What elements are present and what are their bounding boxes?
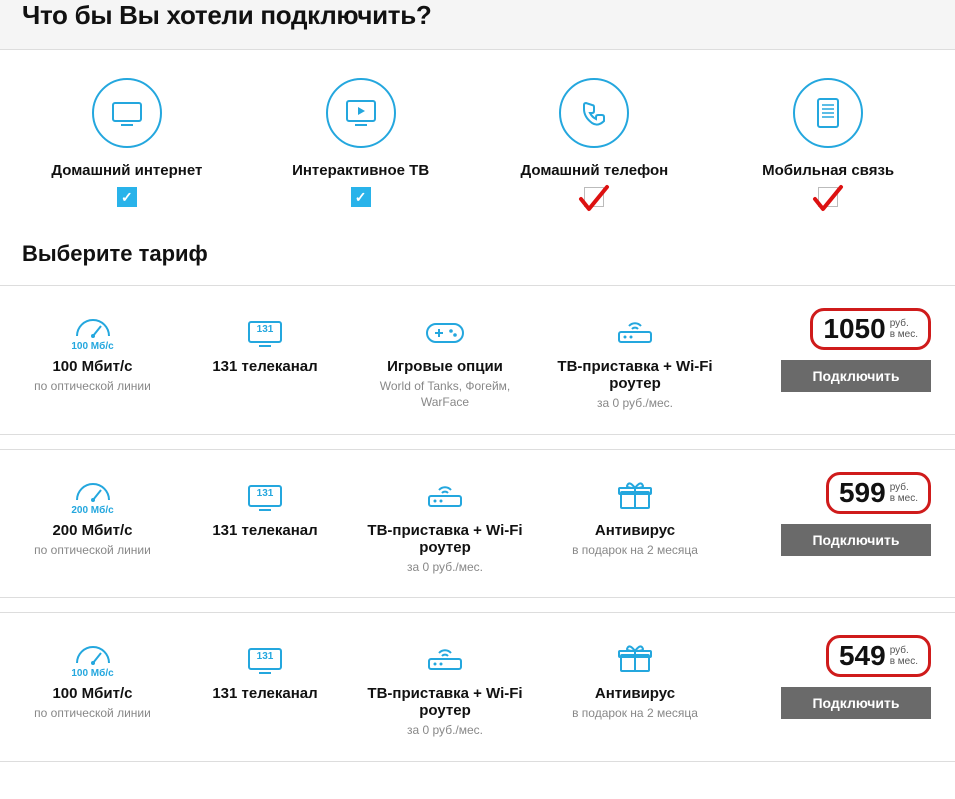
feature-speed: 100 Мб/с 100 Мбит/с по оптической линии [0, 635, 185, 739]
feature-gift: Антивирус в подарок на 2 месяца [545, 472, 725, 576]
service-phone[interactable]: Домашний телефон ✓ [489, 78, 699, 207]
feature-speed: 100 Мб/с 100 Мбит/с по оптической линии [0, 308, 185, 412]
speed-sub: по оптической линии [34, 379, 151, 395]
section-title: Выберите тариф [0, 219, 955, 285]
price-column: 549 руб.в мес. Подключить [775, 635, 955, 739]
mid-sub: World of Tanks, Фогейм, WarFace [360, 379, 530, 410]
channels-title: 131 телеканал [212, 358, 317, 375]
channels-title: 131 телеканал [212, 522, 317, 539]
price-highlight-annotation: 599 руб.в мес. [826, 472, 931, 514]
services-row: Домашний интернет ✓ Интерактивное ТВ ✓ Д… [0, 50, 955, 219]
price-value: 599 [839, 479, 886, 507]
channels-badge: 131 [257, 488, 274, 499]
checkbox-icon[interactable]: ✓ [117, 187, 137, 207]
router-icon [423, 472, 467, 516]
feature-mid: ТВ-приставка + Wi-Fi роутер за 0 руб./ме… [345, 472, 545, 576]
speed-badge: 100 Мб/с [71, 668, 113, 679]
feature-gift: ТВ-приставка + Wi-Fi роутер за 0 руб./ме… [545, 308, 725, 412]
gift-icon [613, 635, 657, 679]
price-value: 549 [839, 642, 886, 670]
mid-sub: за 0 руб./мес. [407, 723, 483, 739]
checkbox-icon[interactable]: ✓ [584, 187, 604, 207]
channels-title: 131 телеканал [212, 685, 317, 702]
connect-button[interactable]: Подключить [781, 360, 931, 392]
gamepad-icon [423, 308, 467, 352]
plan-row: 200 Мб/с 200 Мбит/с по оптической линии … [0, 449, 955, 599]
service-label: Домашний телефон [520, 162, 668, 179]
price-highlight-annotation: 549 руб.в мес. [826, 635, 931, 677]
service-mobile[interactable]: Мобильная связь ✓ [723, 78, 933, 207]
price-column: 599 руб.в мес. Подключить [775, 472, 955, 576]
gauge-icon: 200 Мб/с [71, 472, 115, 516]
tvset-icon: 131 [243, 472, 287, 516]
gift-title: Антивирус [595, 522, 675, 539]
price-unit: руб.в мес. [890, 318, 918, 343]
page-title: Что бы Вы хотели подключить? [22, 0, 933, 35]
service-tv[interactable]: Интерактивное ТВ ✓ [256, 78, 466, 207]
connect-button[interactable]: Подключить [781, 524, 931, 556]
router-icon [613, 308, 657, 352]
gift-sub: в подарок на 2 месяца [572, 543, 698, 559]
speed-title: 100 Мбит/с [52, 358, 132, 375]
router-icon [423, 635, 467, 679]
gift-sub: в подарок на 2 месяца [572, 706, 698, 722]
price-unit: руб.в мес. [890, 482, 918, 507]
service-label: Домашний интернет [51, 162, 202, 179]
plan-row: 100 Мб/с 100 Мбит/с по оптической линии … [0, 612, 955, 762]
gauge-icon: 100 Мб/с [71, 308, 115, 352]
gauge-icon: 100 Мб/с [71, 635, 115, 679]
mid-title: ТВ-приставка + Wi-Fi роутер [345, 522, 545, 556]
phone-icon [559, 78, 629, 148]
service-label: Мобильная связь [762, 162, 894, 179]
feature-mid: ТВ-приставка + Wi-Fi роутер за 0 руб./ме… [345, 635, 545, 739]
gift-icon [613, 472, 657, 516]
mid-title: ТВ-приставка + Wi-Fi роутер [345, 685, 545, 719]
tvset-icon: 131 [243, 635, 287, 679]
channels-badge: 131 [257, 324, 274, 335]
gift-title: Антивирус [595, 685, 675, 702]
gift-title: ТВ-приставка + Wi-Fi роутер [545, 358, 725, 392]
speed-badge: 100 Мб/с [71, 341, 113, 352]
feature-channels: 131 131 телеканал [185, 308, 345, 412]
connect-button[interactable]: Подключить [781, 687, 931, 719]
price-unit: руб.в мес. [890, 645, 918, 670]
checkbox-icon[interactable]: ✓ [818, 187, 838, 207]
checkbox-icon[interactable]: ✓ [351, 187, 371, 207]
price-value: 1050 [823, 315, 885, 343]
tv-icon [326, 78, 396, 148]
speed-sub: по оптической линии [34, 543, 151, 559]
gift-sub: за 0 руб./мес. [597, 396, 673, 412]
mid-sub: за 0 руб./мес. [407, 560, 483, 576]
feature-gift: Антивирус в подарок на 2 месяца [545, 635, 725, 739]
service-internet[interactable]: Домашний интернет ✓ [22, 78, 232, 207]
price-highlight-annotation: 1050 руб.в мес. [810, 308, 931, 350]
service-label: Интерактивное ТВ [292, 162, 429, 179]
tvset-icon: 131 [243, 308, 287, 352]
mid-title: Игровые опции [387, 358, 503, 375]
feature-channels: 131 131 телеканал [185, 472, 345, 576]
speed-title: 100 Мбит/с [52, 685, 132, 702]
sim-icon [793, 78, 863, 148]
speed-badge: 200 Мб/с [71, 505, 113, 516]
speed-title: 200 Мбит/с [52, 522, 132, 539]
feature-mid: Игровые опции World of Tanks, Фогейм, Wa… [345, 308, 545, 412]
speed-sub: по оптической линии [34, 706, 151, 722]
feature-channels: 131 131 телеканал [185, 635, 345, 739]
plan-row: 100 Мб/с 100 Мбит/с по оптической линии … [0, 285, 955, 435]
price-column: 1050 руб.в мес. Подключить [775, 308, 955, 412]
feature-speed: 200 Мб/с 200 Мбит/с по оптической линии [0, 472, 185, 576]
channels-badge: 131 [257, 651, 274, 662]
monitor-icon [92, 78, 162, 148]
